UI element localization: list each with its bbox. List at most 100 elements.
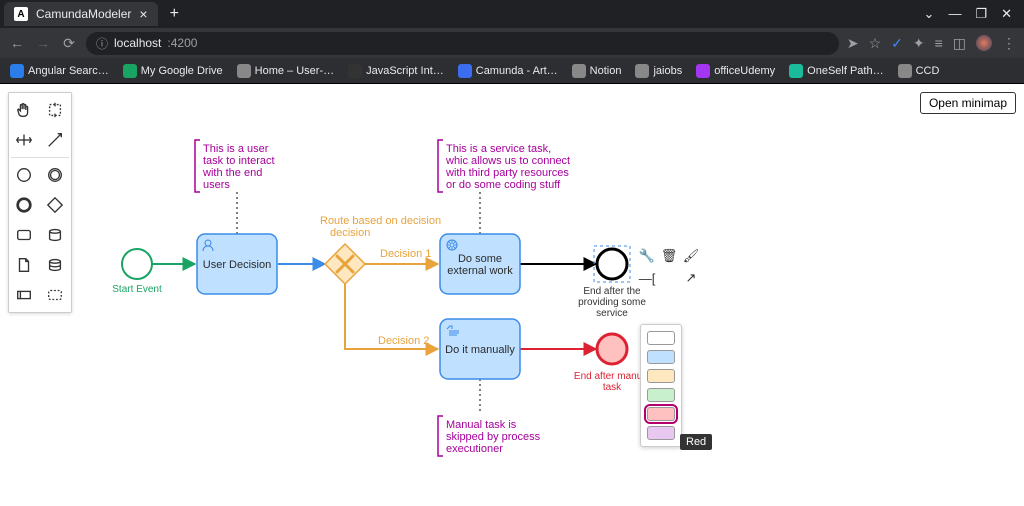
bookmark-item[interactable]: officeUdemy (696, 64, 775, 78)
bookmark-item[interactable]: JavaScript Int… (348, 64, 444, 78)
svg-text:This is a user: This is a user (203, 143, 269, 155)
start-event-node[interactable]: Start Event (112, 249, 162, 295)
extension2-icon[interactable]: ≡ (935, 35, 943, 51)
bookmarks-bar: Angular Searc… My Google Drive Home – User… (0, 58, 1024, 84)
info-icon: ⓘ (96, 35, 108, 52)
ctx-trash-icon[interactable]: 🗑 (660, 247, 678, 265)
svg-text:Do it manually: Do it manually (445, 344, 515, 356)
bookmark-favicon (696, 64, 710, 78)
bookmark-label: JavaScript Int… (366, 65, 444, 77)
svg-text:with third party resources: with third party resources (445, 167, 569, 179)
color-swatch[interactable] (647, 331, 675, 345)
bookmark-label: CCD (916, 65, 940, 77)
bookmark-favicon (789, 64, 803, 78)
end-event-1-node[interactable]: End after the providing some service (578, 246, 646, 319)
svg-text:whic allows us to connect: whic allows us to connect (445, 155, 570, 167)
bookmark-label: jaiobs (653, 65, 682, 77)
svg-text:Route based on decision: Route based on decision (320, 215, 441, 227)
color-swatch[interactable] (647, 369, 675, 383)
bookmark-label: OneSelf Path… (807, 65, 883, 77)
bookmark-label: Notion (590, 65, 622, 77)
bookmark-item[interactable]: Camunda - Art… (458, 64, 558, 78)
svg-text:task to interact: task to interact (203, 155, 275, 167)
bookmark-item[interactable]: OneSelf Path… (789, 64, 883, 78)
bookmark-label: Home – User-… (255, 65, 334, 77)
svg-text:This is a service task,: This is a service task, (446, 143, 551, 155)
svg-text:users: users (203, 179, 230, 191)
svg-text:User Decision: User Decision (203, 259, 271, 271)
bookmark-favicon (898, 64, 912, 78)
browser-tab[interactable]: A CamundaModeler × (4, 2, 158, 26)
window-chevron-icon[interactable]: ⌄ (924, 6, 935, 22)
bookmark-item[interactable]: jaiobs (635, 64, 682, 78)
manual-task-node[interactable]: Do it manually (440, 319, 520, 379)
bookmark-label: Angular Searc… (28, 65, 109, 77)
bookmark-favicon (123, 64, 137, 78)
panel-icon[interactable]: ◫ (953, 35, 966, 52)
bookmark-favicon (635, 64, 649, 78)
bookmark-item[interactable]: My Google Drive (123, 64, 223, 78)
ctx-annotation-icon[interactable]: —[ (638, 269, 656, 287)
svg-text:Manual task is: Manual task is (446, 419, 517, 431)
edge-decision1-label: Decision 1 (380, 248, 431, 260)
window-maximize-icon[interactable]: ❐ (975, 6, 987, 22)
edge-decision2-label: Decision 2 (378, 335, 429, 347)
end-event-2-node[interactable]: End after manual task (574, 334, 650, 393)
color-swatch[interactable] (647, 426, 675, 440)
url-port: :4200 (167, 36, 197, 50)
profile-avatar[interactable] (976, 35, 992, 51)
window-minimize-icon[interactable]: — (948, 6, 961, 22)
ctx-connect-icon[interactable]: ↗ (682, 269, 700, 287)
bookmark-favicon (10, 64, 24, 78)
tab-favicon: A (14, 7, 28, 21)
send-icon[interactable]: ➤ (847, 35, 859, 52)
svg-text:providing some: providing some (578, 297, 646, 308)
bookmark-label: Camunda - Art… (476, 65, 558, 77)
check-icon[interactable]: ✓ (891, 35, 903, 52)
extension-icon[interactable]: ✦ (913, 35, 925, 52)
svg-text:external work: external work (447, 265, 513, 277)
menu-icon[interactable]: ⋮ (1002, 35, 1016, 52)
svg-text:service: service (596, 308, 628, 319)
bookmark-item[interactable]: Notion (572, 64, 622, 78)
color-swatch[interactable] (647, 388, 675, 402)
color-swatch[interactable] (647, 407, 675, 421)
bookmark-item[interactable]: CCD (898, 64, 940, 78)
annotation-service-task[interactable]: This is a service task, whic allows us t… (438, 140, 570, 192)
svg-text:skipped by process: skipped by process (446, 431, 541, 443)
svg-text:task: task (603, 382, 622, 393)
bookmark-item[interactable]: Home – User-… (237, 64, 334, 78)
color-swatch[interactable] (647, 350, 675, 364)
svg-text:End after the: End after the (583, 286, 641, 297)
bookmark-label: My Google Drive (141, 65, 223, 77)
bookmark-favicon (348, 64, 362, 78)
service-task-node[interactable]: Do some external work (440, 234, 520, 294)
bookmark-favicon (237, 64, 251, 78)
url-host: localhost (114, 36, 161, 50)
context-pad: 🔧 🗑 🖌 —[ ↗ (638, 247, 700, 287)
ctx-color-icon[interactable]: 🖌 (682, 247, 700, 265)
user-task-node[interactable]: User Decision (197, 234, 277, 294)
svg-text:with the end: with the end (202, 167, 262, 179)
svg-text:Start Event: Start Event (112, 284, 162, 295)
ctx-wrench-icon[interactable]: 🔧 (638, 247, 656, 265)
svg-text:executioner: executioner (446, 443, 503, 455)
bookmark-item[interactable]: Angular Searc… (10, 64, 109, 78)
window-close-icon[interactable]: ✕ (1001, 6, 1012, 22)
new-tab-button[interactable]: + (164, 5, 185, 23)
nav-reload-icon[interactable]: ⟳ (60, 35, 78, 52)
annotation-user-task[interactable]: This is a user task to interact with the… (195, 140, 275, 192)
svg-text:or do some coding stuff: or do some coding stuff (446, 179, 561, 191)
color-tooltip: Red (680, 434, 712, 450)
svg-text:Do some: Do some (458, 253, 502, 265)
address-bar[interactable]: ⓘ localhost :4200 (86, 32, 839, 55)
bpmn-diagram[interactable]: Decision 1 Decision 2 This is a user tas… (0, 84, 1024, 506)
svg-text:decision: decision (330, 227, 370, 239)
bookmark-favicon (572, 64, 586, 78)
bookmark-favicon (458, 64, 472, 78)
tab-close-icon[interactable]: × (139, 6, 147, 22)
annotation-manual-task[interactable]: Manual task is skipped by process execut… (438, 416, 541, 456)
nav-forward-icon[interactable]: → (34, 35, 52, 51)
star-icon[interactable]: ☆ (869, 35, 882, 52)
nav-back-icon[interactable]: ← (8, 35, 26, 51)
